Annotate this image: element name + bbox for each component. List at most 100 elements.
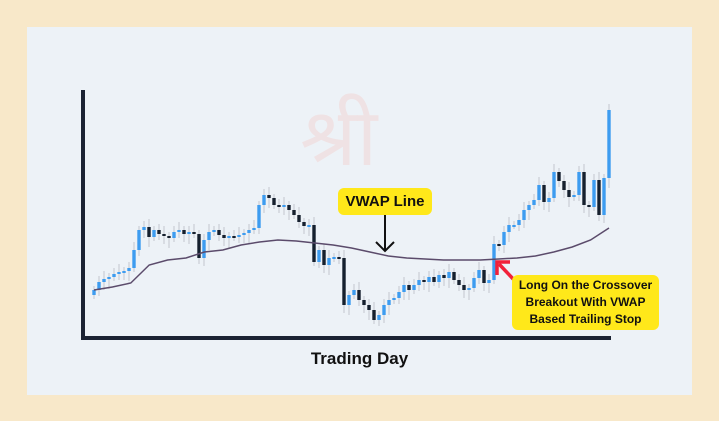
candle-body — [447, 272, 451, 278]
candle-body — [207, 232, 211, 240]
candle-body — [547, 198, 551, 202]
candle-body — [252, 228, 256, 230]
candle-body — [417, 280, 421, 285]
candle-body — [247, 230, 251, 233]
x-axis-label: Trading Day — [310, 349, 409, 368]
candle-body — [147, 227, 151, 237]
candle-body — [237, 235, 241, 237]
candle-body — [157, 230, 161, 234]
candle-body — [467, 288, 471, 290]
candle-body — [352, 290, 356, 295]
candle-body — [422, 280, 426, 282]
candle-body — [407, 285, 411, 290]
candle-body — [527, 205, 531, 210]
candle-body — [412, 285, 416, 290]
candle-body — [457, 280, 461, 285]
watermark-logo: श्री — [300, 91, 378, 184]
candle-body — [177, 230, 181, 232]
candle-body — [187, 232, 191, 234]
candle-body — [402, 285, 406, 292]
candle-body — [307, 225, 311, 227]
candle-body — [107, 277, 111, 279]
candle-body — [522, 210, 526, 220]
candle-body — [327, 258, 331, 265]
candle-body — [127, 268, 131, 271]
vwap-arrow — [375, 215, 395, 253]
candle-body — [302, 222, 306, 226]
candle-body — [507, 225, 511, 232]
candle-body — [437, 275, 441, 282]
candle-body — [142, 227, 146, 230]
candle-body — [337, 257, 341, 259]
candle-body — [537, 185, 541, 200]
signal-annotation: Long On the Crossover Breakout With VWAP… — [512, 275, 659, 330]
candle-body — [297, 215, 301, 222]
candle-body — [257, 205, 261, 228]
candle-body — [342, 258, 346, 305]
candle-body — [602, 178, 606, 215]
candle-body — [397, 292, 401, 298]
candle-body — [542, 185, 546, 202]
candle-body — [452, 272, 456, 280]
candle-body — [557, 172, 561, 181]
candle-body — [472, 278, 476, 288]
candle-body — [152, 230, 156, 237]
candle-body — [227, 236, 231, 238]
candle-body — [262, 195, 266, 205]
candle-body — [347, 295, 351, 305]
candle-body — [202, 240, 206, 258]
candle-body — [582, 172, 586, 205]
candle-body — [117, 272, 121, 274]
candle-body — [592, 180, 596, 207]
candle-body — [562, 181, 566, 190]
candle-body — [572, 195, 576, 197]
candle-body — [477, 270, 481, 278]
candle-body — [442, 275, 446, 278]
candle-body — [487, 280, 491, 283]
candle-body — [197, 234, 201, 258]
candle-body — [317, 250, 321, 262]
candle-body — [137, 230, 141, 250]
candle-body — [167, 236, 171, 238]
candle-body — [322, 250, 326, 265]
candle-body — [267, 195, 271, 198]
candle-body — [112, 274, 116, 277]
candle-body — [282, 205, 286, 207]
candle-body — [382, 305, 386, 315]
annotation-line: Breakout With VWAP — [525, 295, 646, 309]
candle-body — [242, 233, 246, 235]
candle-body — [287, 205, 291, 210]
candle-body — [192, 232, 196, 234]
candle-body — [222, 235, 226, 238]
candle-body — [357, 290, 361, 300]
candle-body — [462, 285, 466, 290]
candle-body — [162, 234, 166, 236]
candle-body — [512, 225, 516, 227]
candle-body — [172, 232, 176, 238]
candle-body — [392, 298, 396, 300]
candle-body — [607, 110, 611, 178]
candle-body — [597, 180, 601, 215]
candle-body — [482, 270, 486, 283]
candle-body — [552, 172, 556, 198]
candles — [92, 104, 611, 326]
candle-body — [182, 230, 186, 234]
candle-body — [432, 277, 436, 282]
annotation-line: Based Trailing Stop — [529, 312, 642, 326]
candle-body — [377, 315, 381, 320]
candle-body — [387, 300, 391, 305]
candle-body — [122, 271, 126, 273]
candle-body — [92, 290, 96, 295]
candle-body — [97, 282, 101, 290]
candle-body — [362, 300, 366, 305]
candle-body — [332, 257, 336, 259]
candle-body — [577, 172, 581, 195]
candle-body — [567, 190, 571, 197]
candle-body — [372, 310, 376, 320]
vwap-line-label: VWAP Line — [338, 188, 432, 215]
candle-body — [587, 205, 591, 207]
candle-body — [517, 220, 521, 225]
candle-body — [497, 244, 501, 246]
candle-body — [212, 230, 216, 232]
